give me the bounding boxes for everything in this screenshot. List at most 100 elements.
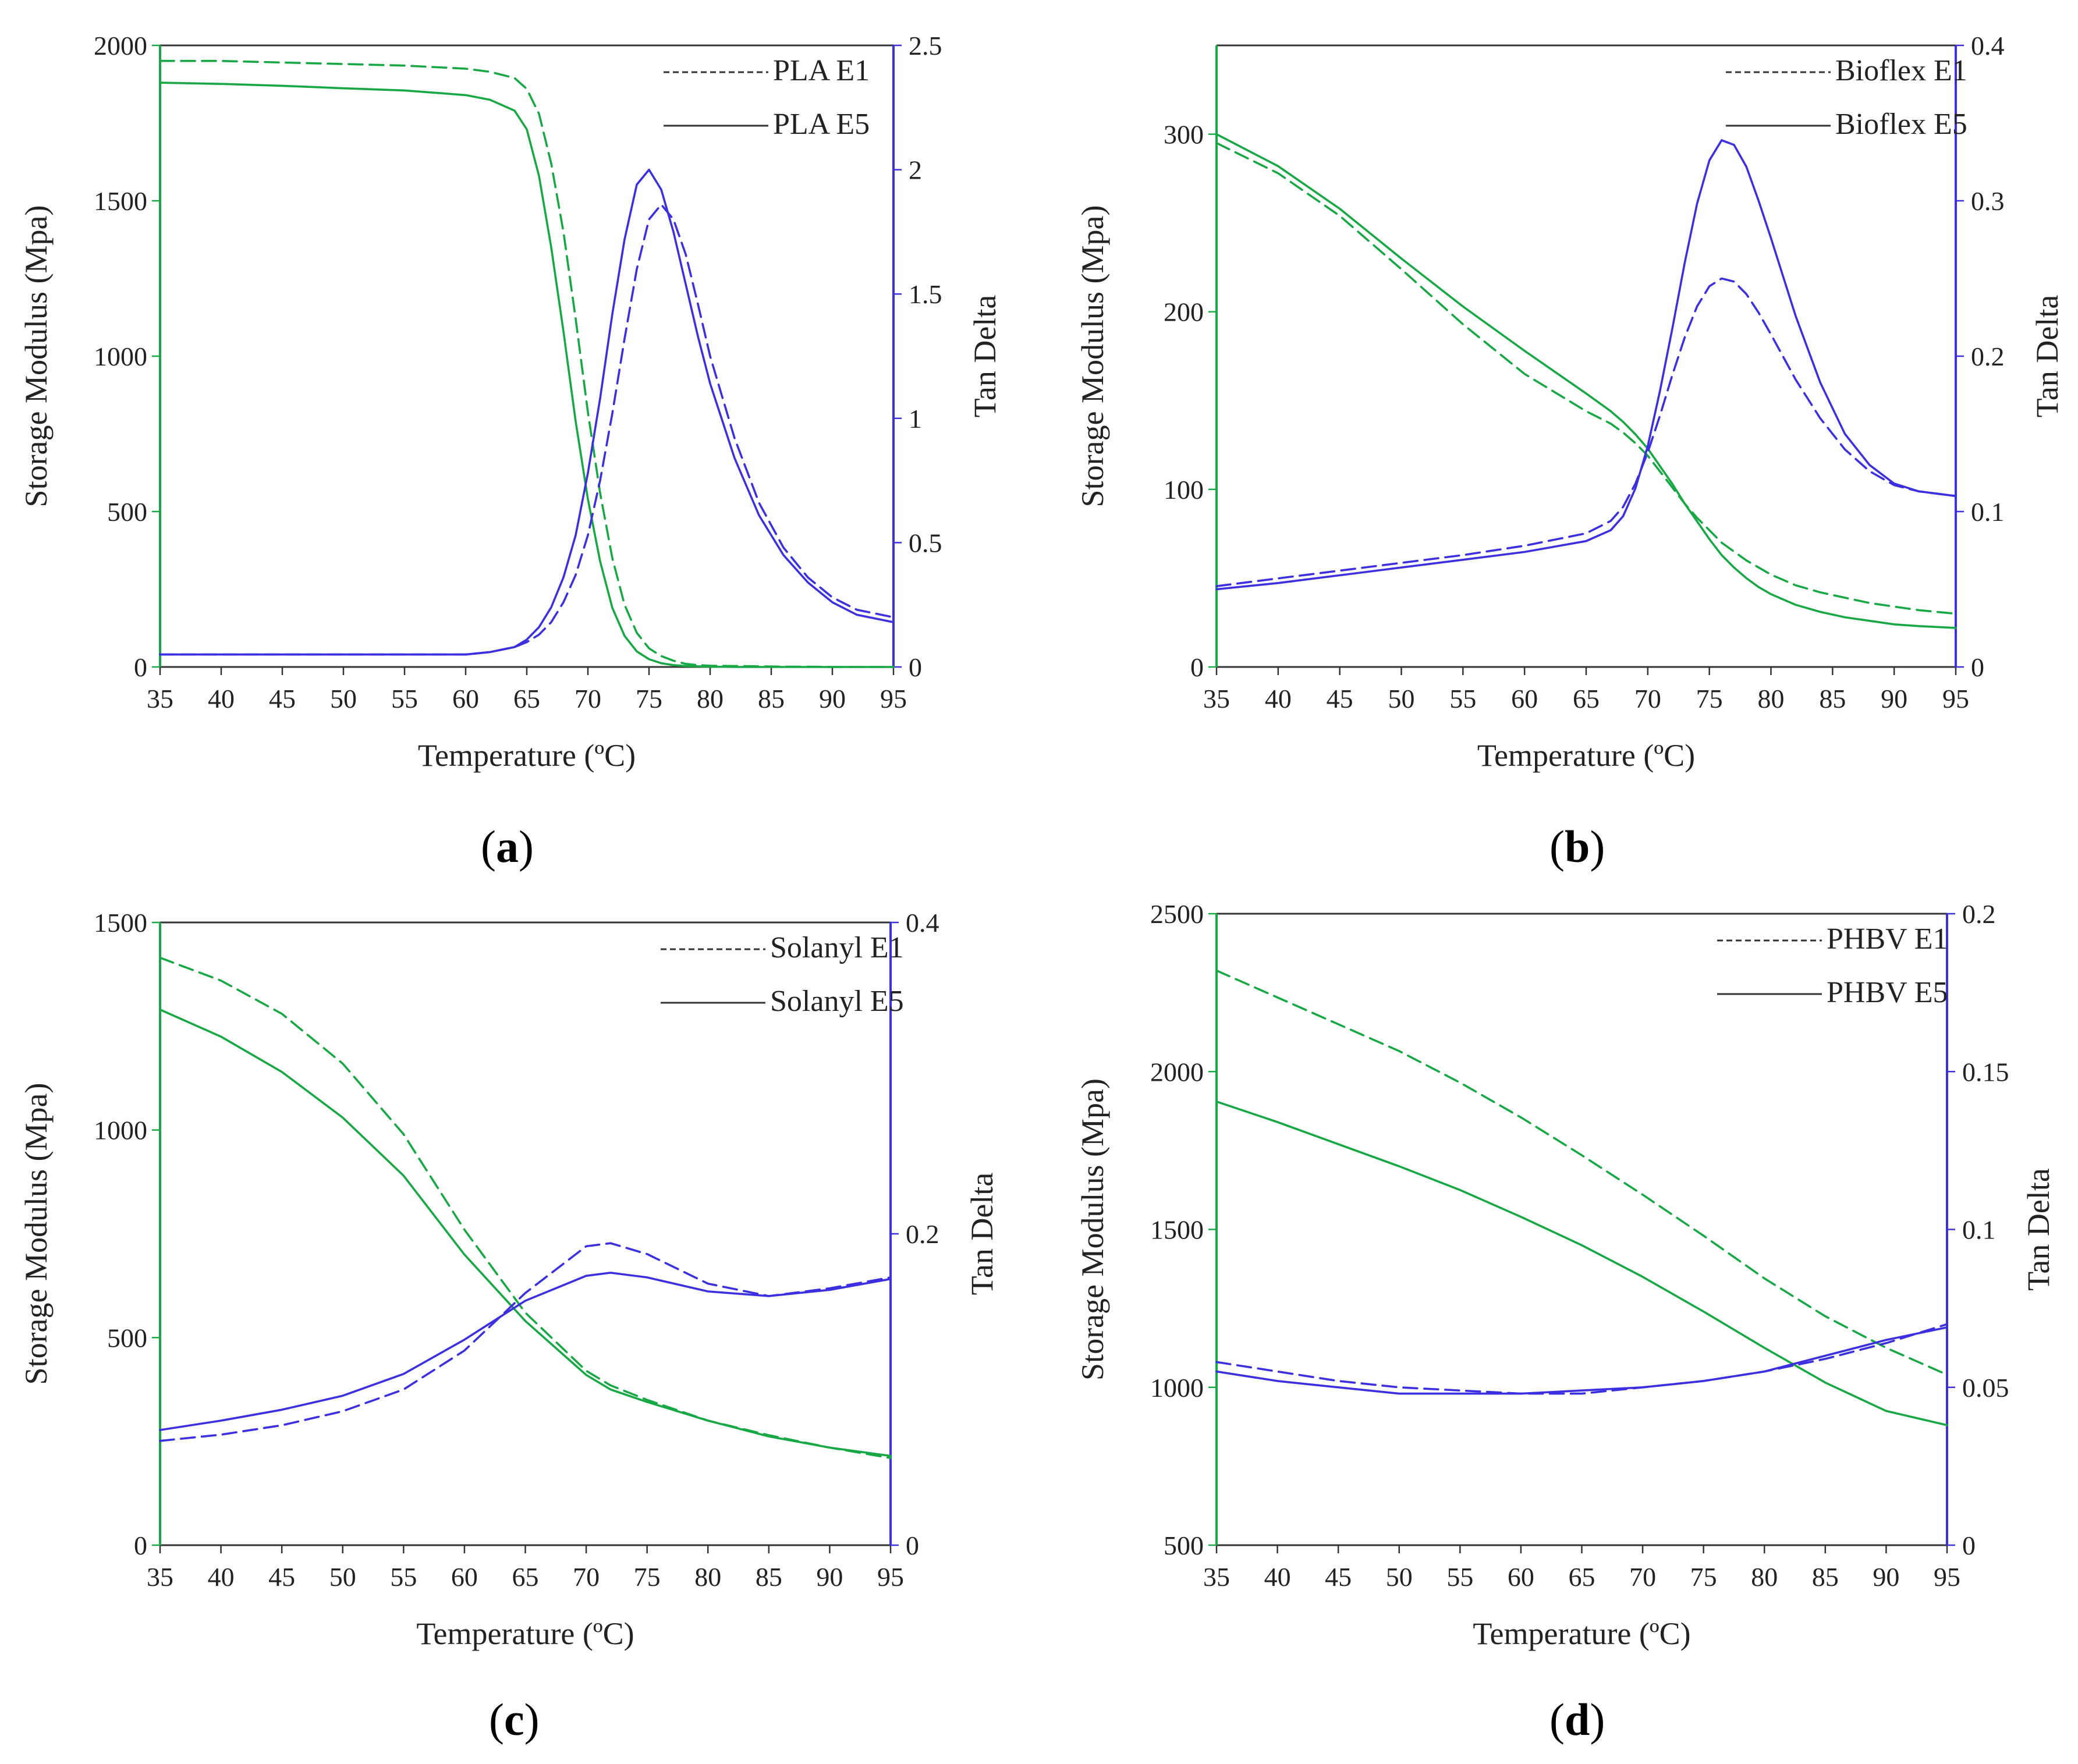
x-tick-label: 65	[513, 684, 540, 714]
x-tick-label: 85	[756, 1562, 782, 1592]
series-line-1	[159, 1009, 892, 1457]
chart-c: 35 40 45 50 55 60 65 70 75 80 85 90 9505001000150000…	[19, 908, 999, 1651]
y-tick-label: 300	[1164, 120, 1204, 150]
x-tick-label: 45	[268, 1562, 295, 1592]
x-axis-title: Temperature (ºC)	[1473, 1616, 1690, 1651]
x-tick-label: 50	[330, 684, 357, 714]
x-tick-label: 80	[697, 684, 724, 714]
x-tick-label: 55	[1449, 684, 1476, 714]
y-tick-label: 200	[1164, 297, 1204, 327]
series-line-2	[159, 203, 895, 656]
y2-axis-title: Tan Delta	[2030, 295, 2065, 418]
x-tick-label: 35	[147, 684, 173, 714]
y2-tick-label: 0.5	[909, 528, 942, 558]
y2-tick-label: 2	[909, 155, 922, 185]
x-tick-label: 75	[634, 1562, 661, 1592]
chart-d: 35 40 45 50 55 60 65 70 75 80 85 90 95 500 1000 1500 200…	[1075, 899, 2056, 1651]
legend-label: PHBV E1	[1827, 922, 1948, 956]
y-tick-label: 0	[134, 652, 147, 682]
y2-tick-label: 0.4	[1971, 31, 2005, 61]
x-tick-label: 75	[1696, 684, 1723, 714]
series-line-3	[159, 1272, 892, 1431]
series-line-3	[1215, 1326, 1948, 1395]
x-tick-label: 75	[1690, 1562, 1717, 1592]
x-tick-label: 55	[391, 684, 418, 714]
y2-tick-label: 0	[906, 1531, 919, 1560]
caption-d: (d)	[1549, 1694, 1605, 1745]
series-line-1	[159, 81, 895, 668]
x-tick-label: 90	[1881, 684, 1907, 714]
y-axis-title: Storage Modulus (Mpa)	[19, 205, 54, 507]
series-line-3	[159, 168, 895, 656]
x-tick-label: 70	[575, 684, 601, 714]
series-line-1	[1215, 1101, 1948, 1426]
x-tick-label: 40	[1264, 1562, 1291, 1592]
y2-tick-label: 0.15	[1962, 1057, 2009, 1087]
x-axis-title: Temperature (ºC)	[418, 738, 636, 773]
x-tick-label: 85	[758, 684, 785, 714]
y2-tick-label: 0	[1971, 652, 1984, 682]
y2-axis-title: Tan Delta	[2021, 1168, 2056, 1291]
x-tick-label: 60	[452, 684, 479, 714]
chart-a: 35 40 45 50 55 60 65 70 75 80 85 90 9505001000150020…	[19, 31, 1002, 773]
x-tick-label: 40	[208, 1562, 235, 1592]
y2-tick-label: 0.2	[906, 1219, 939, 1249]
y-tick-label: 1500	[94, 908, 147, 938]
x-tick-label: 95	[877, 1562, 904, 1592]
x-tick-label: 40	[1265, 684, 1292, 714]
x-tick-label: 50	[329, 1562, 356, 1592]
y2-axis-title: Tan Delta	[964, 1173, 999, 1296]
y2-tick-label: 2.5	[909, 31, 942, 61]
y2-tick-label: 0.05	[1962, 1373, 2009, 1403]
y2-tick-label: 1	[909, 404, 922, 434]
y-tick-label: 500	[107, 1323, 147, 1353]
y-axis-title: Storage Modulus (Mpa)	[19, 1083, 54, 1385]
x-tick-label: 45	[1327, 684, 1353, 714]
y-tick-label: 1500	[1150, 1215, 1204, 1245]
y-tick-label: 2500	[1150, 899, 1204, 929]
x-tick-label: 90	[1873, 1562, 1899, 1592]
x-tick-label: 35	[1203, 1562, 1230, 1592]
y-tick-label: 1500	[94, 186, 147, 216]
legend-label: PHBV E5	[1827, 976, 1948, 1009]
x-tick-label: 35	[1203, 684, 1230, 714]
y2-tick-label: 0.1	[1962, 1215, 1996, 1245]
x-tick-label: 55	[390, 1562, 417, 1592]
x-tick-label: 70	[1629, 1562, 1656, 1592]
legend-label: PLA E1	[773, 54, 870, 87]
legend-label: Bioflex E5	[1835, 108, 1967, 141]
y2-tick-label: 0.4	[906, 908, 939, 938]
x-tick-label: 45	[1325, 1562, 1352, 1592]
series-line-0	[1215, 142, 1957, 615]
y-axis-title: Storage Modulus (Mpa)	[1075, 1078, 1110, 1380]
chart-b: 35 40 45 50 55 60 65 70 75 80 85 90 95010020030000.1…	[1075, 31, 2065, 773]
y-tick-label: 0	[1190, 652, 1204, 682]
y-tick-label: 100	[1164, 475, 1204, 505]
x-tick-label: 50	[1388, 684, 1415, 714]
y2-tick-label: 0.2	[1962, 899, 1996, 929]
y-tick-label: 1000	[1150, 1373, 1204, 1403]
series-line-2	[1215, 277, 1957, 587]
y-tick-label: 500	[107, 497, 147, 527]
y-tick-label: 1000	[94, 1116, 147, 1145]
x-tick-label: 55	[1446, 1562, 1473, 1592]
y2-tick-label: 0	[909, 652, 922, 682]
y2-tick-label: 0.2	[1971, 342, 2005, 371]
x-tick-label: 85	[1812, 1562, 1839, 1592]
series-line-3	[1215, 139, 1957, 591]
legend-label: Bioflex E1	[1835, 54, 1967, 87]
legend-label: PLA E5	[773, 108, 870, 141]
x-tick-label: 90	[819, 684, 846, 714]
y-tick-label: 2000	[94, 31, 147, 61]
x-axis-title: Temperature (ºC)	[416, 1616, 634, 1651]
x-tick-label: 65	[1569, 1562, 1595, 1592]
y-axis-title: Storage Modulus (Mpa)	[1075, 205, 1110, 507]
x-tick-label: 50	[1386, 1562, 1413, 1592]
y2-axis-title: Tan Delta	[967, 295, 1002, 418]
y-tick-label: 2000	[1150, 1057, 1204, 1087]
x-tick-label: 40	[208, 684, 235, 714]
x-tick-label: 65	[1573, 684, 1600, 714]
x-tick-label: 95	[1942, 684, 1969, 714]
y2-tick-label: 0	[1962, 1531, 1976, 1560]
